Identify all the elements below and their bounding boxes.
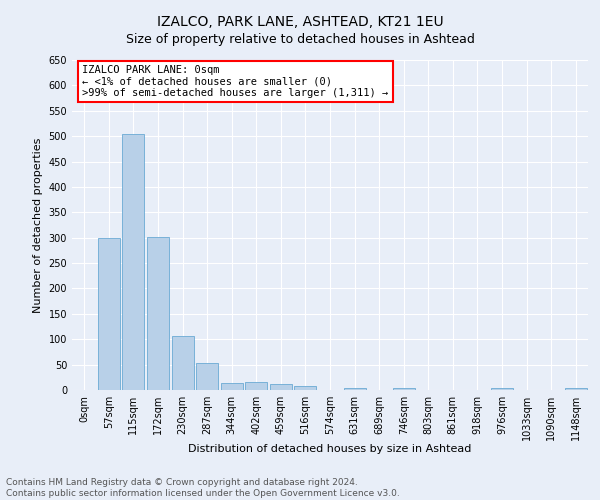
Text: Contains HM Land Registry data © Crown copyright and database right 2024.
Contai: Contains HM Land Registry data © Crown c… bbox=[6, 478, 400, 498]
Bar bbox=[147, 236, 169, 390]
X-axis label: Distribution of detached houses by size in Ashtead: Distribution of detached houses by size … bbox=[188, 444, 472, 454]
Bar bbox=[196, 363, 218, 390]
Bar bbox=[172, 336, 194, 390]
Bar bbox=[270, 384, 292, 390]
Text: IZALCO PARK LANE: 0sqm
← <1% of detached houses are smaller (0)
>99% of semi-det: IZALCO PARK LANE: 0sqm ← <1% of detached… bbox=[82, 65, 389, 98]
Text: IZALCO, PARK LANE, ASHTEAD, KT21 1EU: IZALCO, PARK LANE, ASHTEAD, KT21 1EU bbox=[157, 15, 443, 29]
Bar bbox=[392, 388, 415, 390]
Bar bbox=[245, 382, 268, 390]
Text: Size of property relative to detached houses in Ashtead: Size of property relative to detached ho… bbox=[125, 32, 475, 46]
Y-axis label: Number of detached properties: Number of detached properties bbox=[33, 138, 43, 312]
Bar bbox=[295, 386, 316, 390]
Bar bbox=[491, 388, 513, 390]
Bar bbox=[344, 388, 365, 390]
Bar bbox=[122, 134, 145, 390]
Bar bbox=[221, 384, 243, 390]
Bar bbox=[98, 238, 120, 390]
Bar bbox=[565, 388, 587, 390]
